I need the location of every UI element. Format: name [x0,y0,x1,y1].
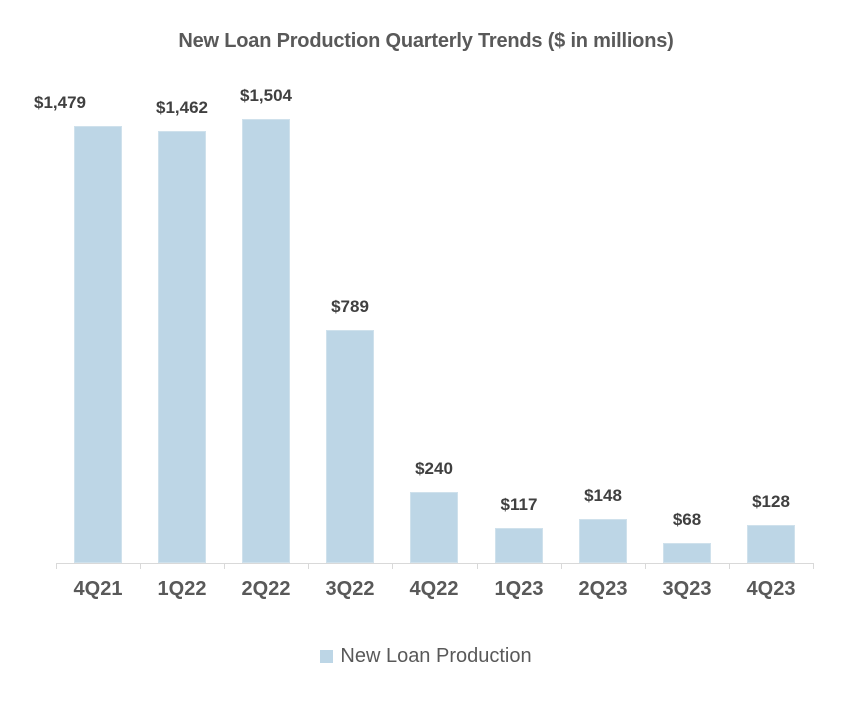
category-label: 2Q22 [241,578,291,600]
bar-1q23 [495,528,543,563]
bar-4q21 [74,126,122,563]
bar-2q22 [242,119,290,563]
category-label: 4Q21 [73,578,123,600]
data-label: $789 [331,297,369,316]
legend-label: New Loan Production [340,645,532,667]
x-axis-tick [56,563,57,569]
x-axis-tick [308,563,309,569]
data-label: $117 [500,495,538,514]
category-label: 1Q23 [494,578,544,600]
category-label: 4Q22 [409,578,459,600]
category-label: 3Q23 [662,578,712,600]
data-label: $1,479 [34,93,86,112]
chart-title: New Loan Production Quarterly Trends ($ … [178,30,674,52]
x-axis-tick [140,563,141,569]
category-label: 3Q22 [325,578,375,600]
bar-2q23 [579,519,627,563]
data-label: $1,462 [156,98,208,117]
x-axis-tick [561,563,562,569]
bar-3q23 [663,543,711,563]
category-label: 4Q23 [746,578,796,600]
legend-swatch [320,650,334,663]
data-label: $128 [752,492,790,511]
data-label: $148 [584,486,622,505]
bar-4q23 [747,525,795,563]
bar-3q22 [326,330,374,563]
x-axis-tick [477,563,478,569]
bar-4q22 [410,492,458,563]
x-axis-tick [813,563,814,569]
data-label: $68 [672,510,702,529]
bar-1q22 [158,131,206,563]
x-axis-tick [729,563,730,569]
x-axis-tick [645,563,646,569]
x-axis-tick [392,563,393,569]
category-label: 1Q22 [157,578,207,600]
category-label: 2Q23 [578,578,628,600]
x-axis-tick [224,563,225,569]
data-label: $1,504 [240,86,292,105]
data-label: $240 [415,459,453,478]
legend: New Loan Production [0,645,852,668]
x-axis-line [56,563,813,564]
